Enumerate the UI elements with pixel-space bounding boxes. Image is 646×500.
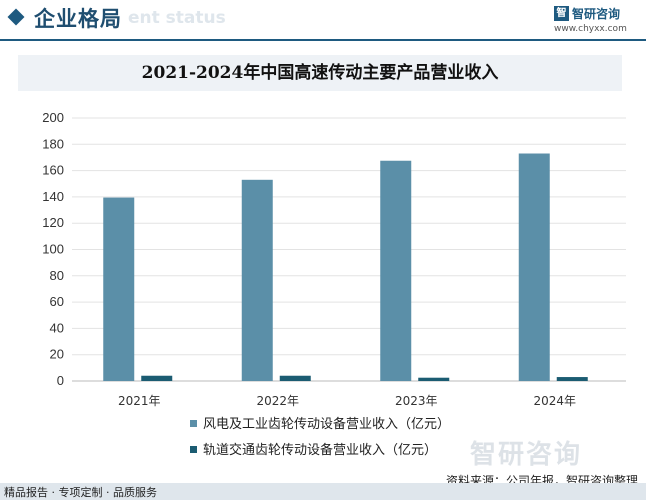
header-divider (0, 39, 646, 41)
y-tick-label: 200 (42, 110, 64, 125)
footer-text: 精品报告 · 专项定制 · 品质服务 (4, 486, 157, 499)
logo-url: www.chyxx.com (554, 24, 627, 34)
watermark-brand: 智研咨询 (470, 440, 583, 470)
header-subtitle: ent status (128, 8, 226, 28)
y-tick-label: 80 (50, 268, 64, 283)
legend-item-series-1: 风电及工业齿轮传动设备营业收入（亿元） (190, 413, 450, 432)
logo-mark-icon: 智 (554, 6, 569, 21)
logo-name: 智研咨询 (572, 7, 621, 21)
x-tick-label: 2023年 (395, 394, 438, 408)
x-tick-label: 2021年 (118, 394, 161, 408)
bar-2 (556, 377, 588, 381)
bar-2 (418, 377, 450, 381)
header-bar: 企业格局 ent status 智 智研咨询 www.chyxx.com (0, 0, 646, 41)
y-tick-label: 180 (42, 136, 64, 151)
legend-label-series-2: 轨道交通齿轮传动设备营业收入（亿元） (203, 443, 438, 458)
legend-item-series-2: 轨道交通齿轮传动设备营业收入（亿元） (190, 439, 437, 458)
y-tick-label: 20 (50, 347, 64, 362)
x-tick-label: 2024年 (533, 394, 576, 408)
legend-swatch-series-2 (190, 446, 197, 453)
legend-label-series-1: 风电及工业齿轮传动设备营业收入（亿元） (203, 417, 451, 432)
header-title: 企业格局 (34, 7, 122, 31)
y-tick-label: 160 (42, 163, 64, 178)
y-tick-label: 100 (42, 242, 64, 257)
x-tick-label: 2022年 (256, 394, 299, 408)
legend-swatch-series-1 (190, 420, 197, 427)
y-tick-label: 0 (57, 373, 64, 388)
bar-1 (380, 160, 412, 381)
bar-1 (241, 179, 273, 381)
y-tick-label: 40 (50, 320, 64, 335)
y-tick-label: 140 (42, 189, 64, 204)
y-tick-label: 60 (50, 294, 64, 309)
chart-title: 2021-2024年中国高速传动主要产品营业收入 (141, 63, 499, 83)
bar-2 (141, 375, 173, 381)
y-tick-label: 120 (42, 215, 64, 230)
chart-title-bar: 2021-2024年中国高速传动主要产品营业收入 (18, 55, 622, 91)
bar-2 (279, 375, 311, 381)
footer-bar: 精品报告 · 专项定制 · 品质服务 (0, 483, 646, 500)
bar-1 (518, 153, 550, 381)
brand-logo: 智 智研咨询 www.chyxx.com (554, 4, 638, 36)
bar-1 (103, 197, 135, 381)
